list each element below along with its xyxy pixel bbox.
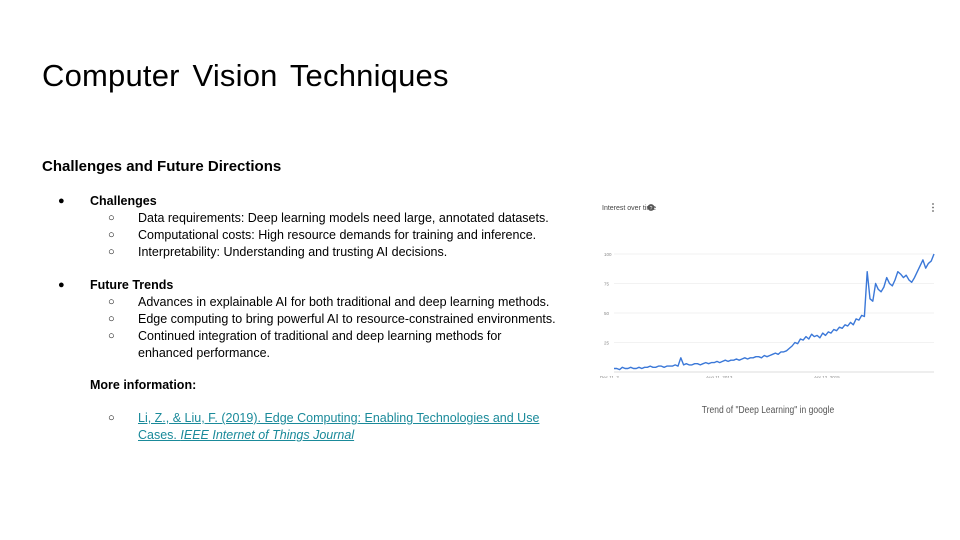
challenge-item: Interpretability: Understanding and trus…	[138, 245, 448, 259]
chart-title: Interest over time	[602, 205, 656, 212]
help-icon: ?	[647, 204, 655, 212]
x-tick-label: Aug 11, 2013	[706, 375, 733, 378]
trend-chart-svg: Interest over time ? 100 75 50 25 Dec 11, 2…	[600, 203, 935, 378]
reference-link-line1[interactable]: Li, Z., & Liu, F. (2019). Edge Computing…	[138, 411, 540, 425]
svg-text:?: ?	[650, 206, 653, 212]
future-item: Continued integration of traditional and…	[138, 329, 502, 343]
bullet-dot-icon: ●	[58, 279, 65, 291]
reference-link-continuation[interactable]: Cases. IEEE Internet of Things Journal	[138, 427, 354, 444]
challenge-item: Computational costs: High resource deman…	[138, 228, 537, 242]
reference-link-line2[interactable]: Cases.	[138, 428, 181, 442]
x-tick-label: Apr 12, 2015	[814, 375, 840, 378]
future-item: Advances in explainable AI for both trad…	[138, 295, 550, 309]
circle-bullet-icon: ○	[108, 229, 115, 241]
circle-bullet-icon: ○	[108, 212, 115, 224]
slide-subtitle: Challenges and Future Directions	[42, 158, 282, 175]
circle-bullet-icon: ○	[108, 313, 115, 325]
future-item-continuation: enhanced performance.	[138, 346, 271, 360]
future-heading: Future Trends	[90, 278, 174, 292]
slide-title: Computer Vision Techniques	[42, 58, 449, 93]
reference-journal[interactable]: IEEE Internet of Things Journal	[180, 428, 355, 442]
circle-bullet-icon: ○	[108, 296, 115, 308]
challenge-item: Data requirements: Deep learning models …	[138, 211, 549, 225]
challenges-heading: Challenges	[90, 194, 157, 208]
trend-chart: Interest over time ? 100 75 50 25 Dec 11, 2…	[596, 194, 940, 378]
bullet-dot-icon: ●	[58, 195, 65, 207]
y-tick-label: 50	[604, 311, 610, 316]
y-tick-label: 25	[604, 341, 610, 346]
series-line	[614, 253, 935, 371]
x-tick-label: Dec 11, 2...	[600, 375, 623, 378]
y-tick-label: 75	[604, 282, 610, 287]
chart-caption: Trend of "Deep Learning" in google	[701, 405, 835, 416]
circle-bullet-icon: ○	[108, 246, 115, 258]
future-item: Edge computing to bring powerful AI to r…	[138, 312, 556, 326]
y-tick-label: 100	[604, 252, 612, 257]
circle-bullet-icon: ○	[108, 412, 115, 424]
more-menu-icon[interactable]	[932, 203, 934, 212]
circle-bullet-icon: ○	[108, 330, 115, 342]
reference-link[interactable]: Li, Z., & Liu, F. (2019). Edge Computing…	[138, 410, 539, 427]
more-info-heading: More information:	[90, 378, 197, 392]
